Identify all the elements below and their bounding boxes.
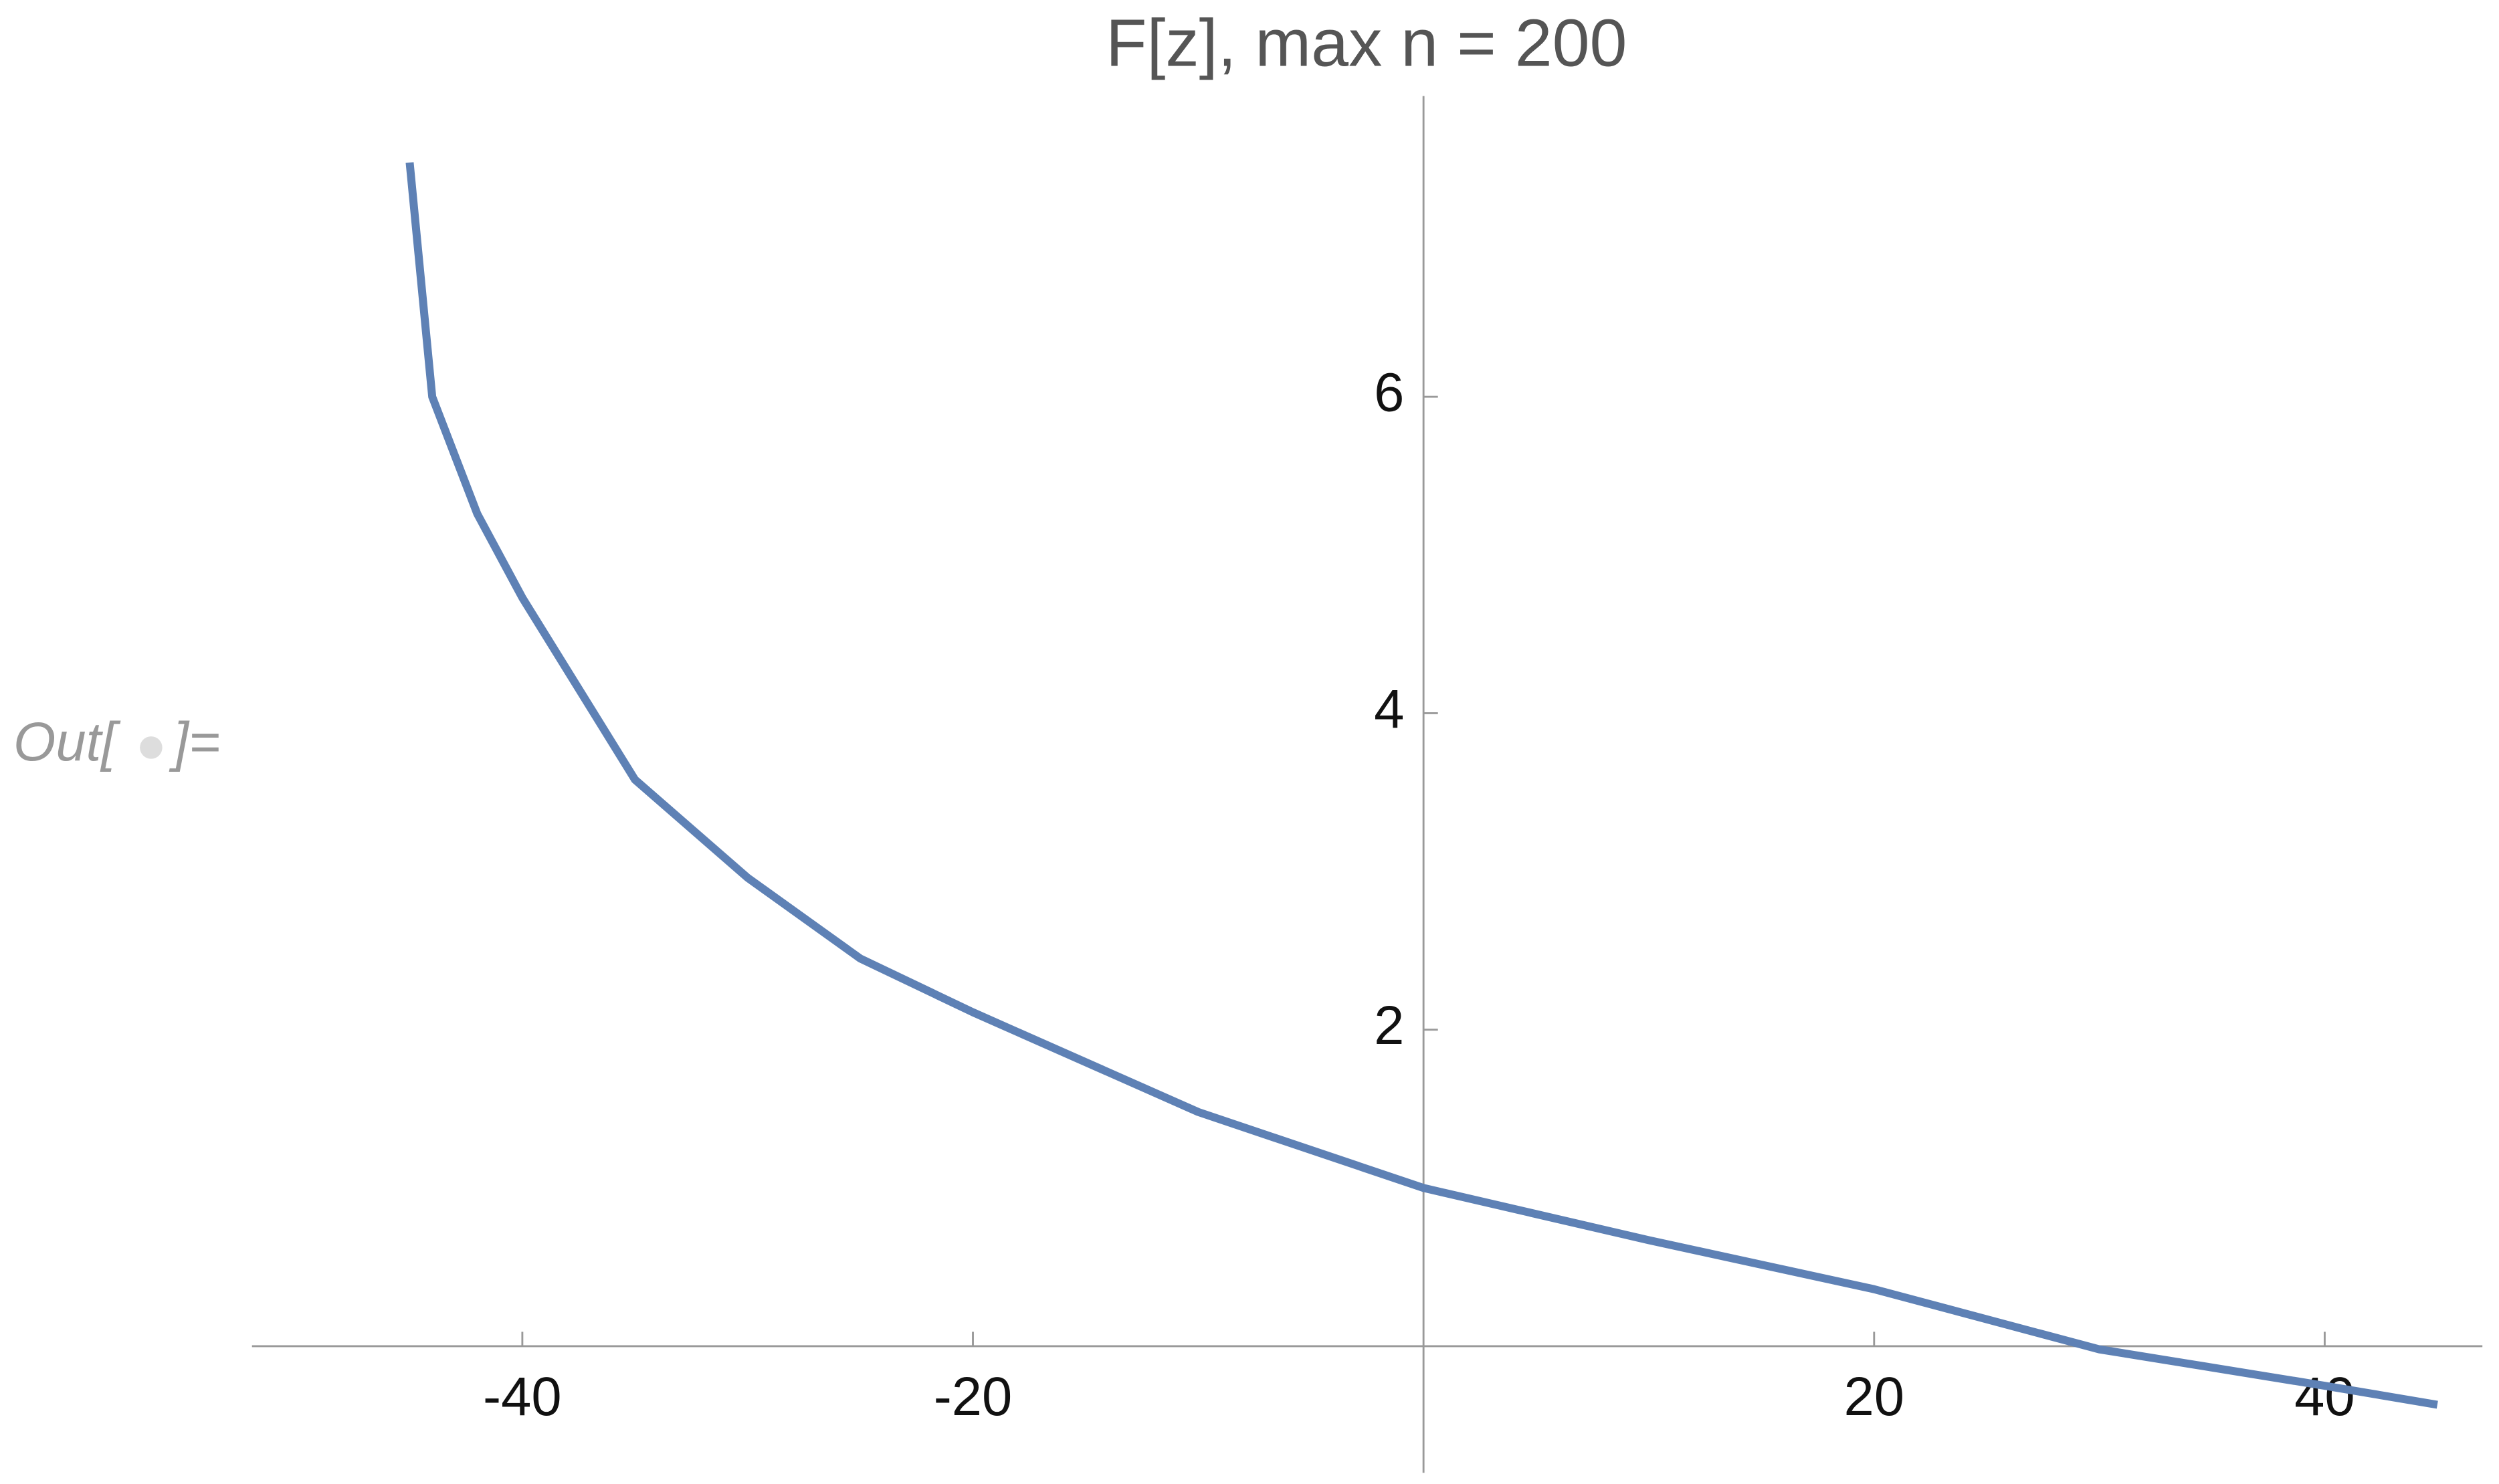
x-tick-label: 20 xyxy=(1844,1366,1905,1427)
chart-title: F[z], max n = 200 xyxy=(1106,5,1627,80)
y-tick-label: 6 xyxy=(1374,362,1404,423)
y-tick-label: 4 xyxy=(1374,679,1404,740)
data-line xyxy=(405,162,2438,1409)
x-tick-label: -20 xyxy=(934,1366,1013,1427)
x-tick-label: -40 xyxy=(483,1366,562,1427)
output-label-prefix: Out[ xyxy=(13,712,121,772)
output-label-suffix: ]= xyxy=(169,712,220,772)
y-tick-label: 2 xyxy=(1374,995,1404,1056)
output-label-dot xyxy=(140,736,163,759)
x-tick-label: 40 xyxy=(2294,1366,2355,1427)
